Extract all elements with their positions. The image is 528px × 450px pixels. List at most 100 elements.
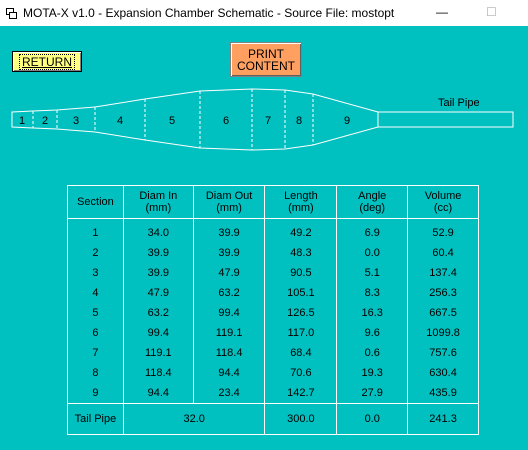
cell-volume: 435.9 [407, 383, 479, 404]
cell-volume: 256.3 [407, 283, 479, 303]
cell-length: 90.5 [264, 263, 338, 283]
cell-section: 3 [67, 263, 124, 283]
cell-diam-out: 47.9 [192, 263, 266, 283]
chamber-data-table: Section Diam In (mm) Diam Out (mm) Length(… [67, 185, 479, 435]
cell-angle: 5.1 [336, 263, 409, 283]
expansion-chamber-schematic: 1 2 3 4 5 6 7 8 9 [11, 88, 514, 151]
client-area: RETURN PRINT CONTENT 1 2 3 4 5 6 [0, 26, 528, 450]
cell-diam-out: 39.9 [192, 243, 266, 263]
cell-diam-out: 99.4 [192, 303, 266, 323]
cell-angle: 6.9 [336, 218, 409, 243]
section-label-3: 3 [73, 115, 79, 127]
cell-diam-out: 118.4 [192, 343, 266, 363]
print-line-1: PRINT [248, 46, 284, 61]
cell-volume: 137.4 [407, 263, 479, 283]
cell-angle: 0.6 [336, 343, 409, 363]
cell-volume: 757.6 [407, 343, 479, 363]
cell-diam-out: 94.4 [192, 363, 266, 383]
footer-length: 300.0 [264, 403, 338, 435]
footer-label: Tail Pipe [67, 403, 124, 435]
cell-volume: 60.4 [407, 243, 479, 263]
cell-diam-in: 34.0 [122, 218, 194, 243]
table-row: 7 119.1 118.4 68.4 0.6 757.6 [67, 343, 479, 363]
cell-volume: 630.4 [407, 363, 479, 383]
table-row: 5 63.2 99.4 126.5 16.3 667.5 [67, 303, 479, 323]
cell-diam-in: 94.4 [122, 383, 194, 404]
header-diam-in: Diam In (mm) [122, 185, 194, 219]
cell-length: 49.2 [264, 218, 338, 243]
cell-section: 5 [67, 303, 124, 323]
chamber-outline [11, 88, 379, 151]
cell-diam-out: 39.9 [192, 218, 266, 243]
cell-diam-in: 39.9 [122, 243, 194, 263]
cell-diam-in: 119.1 [122, 343, 194, 363]
cell-angle: 9.6 [336, 323, 409, 343]
maximize-button[interactable]: ☐ [486, 5, 497, 19]
section-label-2: 2 [42, 115, 48, 127]
table-row: 6 99.4 119.1 117.0 9.6 1099.8 [67, 323, 479, 343]
section-label-7: 7 [265, 115, 271, 127]
cell-diam-in: 63.2 [122, 303, 194, 323]
print-content-button[interactable]: PRINT CONTENT [230, 42, 302, 77]
cell-diam-in: 99.4 [122, 323, 194, 343]
section-label-5: 5 [169, 115, 175, 127]
table-row: 2 39.9 39.9 48.3 0.0 60.4 [67, 243, 479, 263]
cell-section: 7 [67, 343, 124, 363]
return-button[interactable]: RETURN [12, 51, 82, 72]
section-label-6: 6 [223, 115, 229, 127]
cell-diam-in: 118.4 [122, 363, 194, 383]
header-section: Section [67, 185, 124, 219]
section-label-9: 9 [344, 115, 350, 127]
title-bar: MOTA-X v1.0 - Expansion Chamber Schemati… [0, 0, 528, 26]
header-angle: Angle (deg) [336, 185, 409, 219]
table-row: 3 39.9 47.9 90.5 5.1 137.4 [67, 263, 479, 283]
cell-angle: 8.3 [336, 283, 409, 303]
cell-diam-in: 39.9 [122, 263, 194, 283]
cell-volume: 1099.8 [407, 323, 479, 343]
table-row: 9 94.4 23.4 142.7 27.9 435.9 [67, 383, 479, 404]
table-row: 4 47.9 63.2 105.1 8.3 256.3 [67, 283, 479, 303]
cell-section: 6 [67, 323, 124, 343]
cell-length: 68.4 [264, 343, 338, 363]
footer-volume: 241.3 [407, 403, 479, 435]
section-label-4: 4 [117, 115, 123, 127]
cell-diam-in: 47.9 [122, 283, 194, 303]
cell-angle: 19.3 [336, 363, 409, 383]
footer-diam: 32.0 [122, 403, 266, 435]
cell-length: 70.6 [264, 363, 338, 383]
cell-length: 105.1 [264, 283, 338, 303]
cell-angle: 0.0 [336, 243, 409, 263]
cell-diam-out: 63.2 [192, 283, 266, 303]
header-diam-out: Diam Out (mm) [192, 185, 266, 219]
cell-section: 9 [67, 383, 124, 404]
footer-angle: 0.0 [336, 403, 409, 435]
cell-angle: 27.9 [336, 383, 409, 404]
cell-length: 48.3 [264, 243, 338, 263]
cell-length: 142.7 [264, 383, 338, 404]
cell-diam-out: 23.4 [192, 383, 266, 404]
cell-section: 1 [67, 218, 124, 243]
cell-section: 2 [67, 243, 124, 263]
cell-length: 117.0 [264, 323, 338, 343]
minimize-button[interactable]: — [436, 5, 448, 19]
cell-section: 8 [67, 363, 124, 383]
print-line-2: CONTENT [237, 58, 295, 73]
cell-angle: 16.3 [336, 303, 409, 323]
section-label-1: 1 [19, 115, 25, 127]
window-title: MOTA-X v1.0 - Expansion Chamber Schemati… [23, 6, 395, 20]
table-row: 1 34.0 39.9 49.2 6.9 52.9 [67, 218, 479, 243]
header-length: Length (mm) [264, 185, 338, 219]
cell-volume: 52.9 [407, 218, 479, 243]
section-label-8: 8 [296, 115, 302, 127]
cell-volume: 667.5 [407, 303, 479, 323]
tail-pipe-shape [377, 111, 514, 128]
table-row: 8 118.4 94.4 70.6 19.3 630.4 [67, 363, 479, 383]
table-body: 1 34.0 39.9 49.2 6.9 52.9 2 39.9 39.9 48.3 0.0 60.4… [67, 218, 479, 404]
cell-section: 4 [67, 283, 124, 303]
tail-pipe-label: Tail Pipe [438, 97, 480, 109]
table-header-row: Section Diam In (mm) Diam Out (mm) Length(… [67, 185, 479, 219]
tail-pipe-row: Tail Pipe 32.0 300.0 0.0 241.3 [67, 403, 479, 435]
return-button-label: RETURN [19, 53, 75, 70]
app-icon [6, 7, 17, 19]
cell-length: 126.5 [264, 303, 338, 323]
